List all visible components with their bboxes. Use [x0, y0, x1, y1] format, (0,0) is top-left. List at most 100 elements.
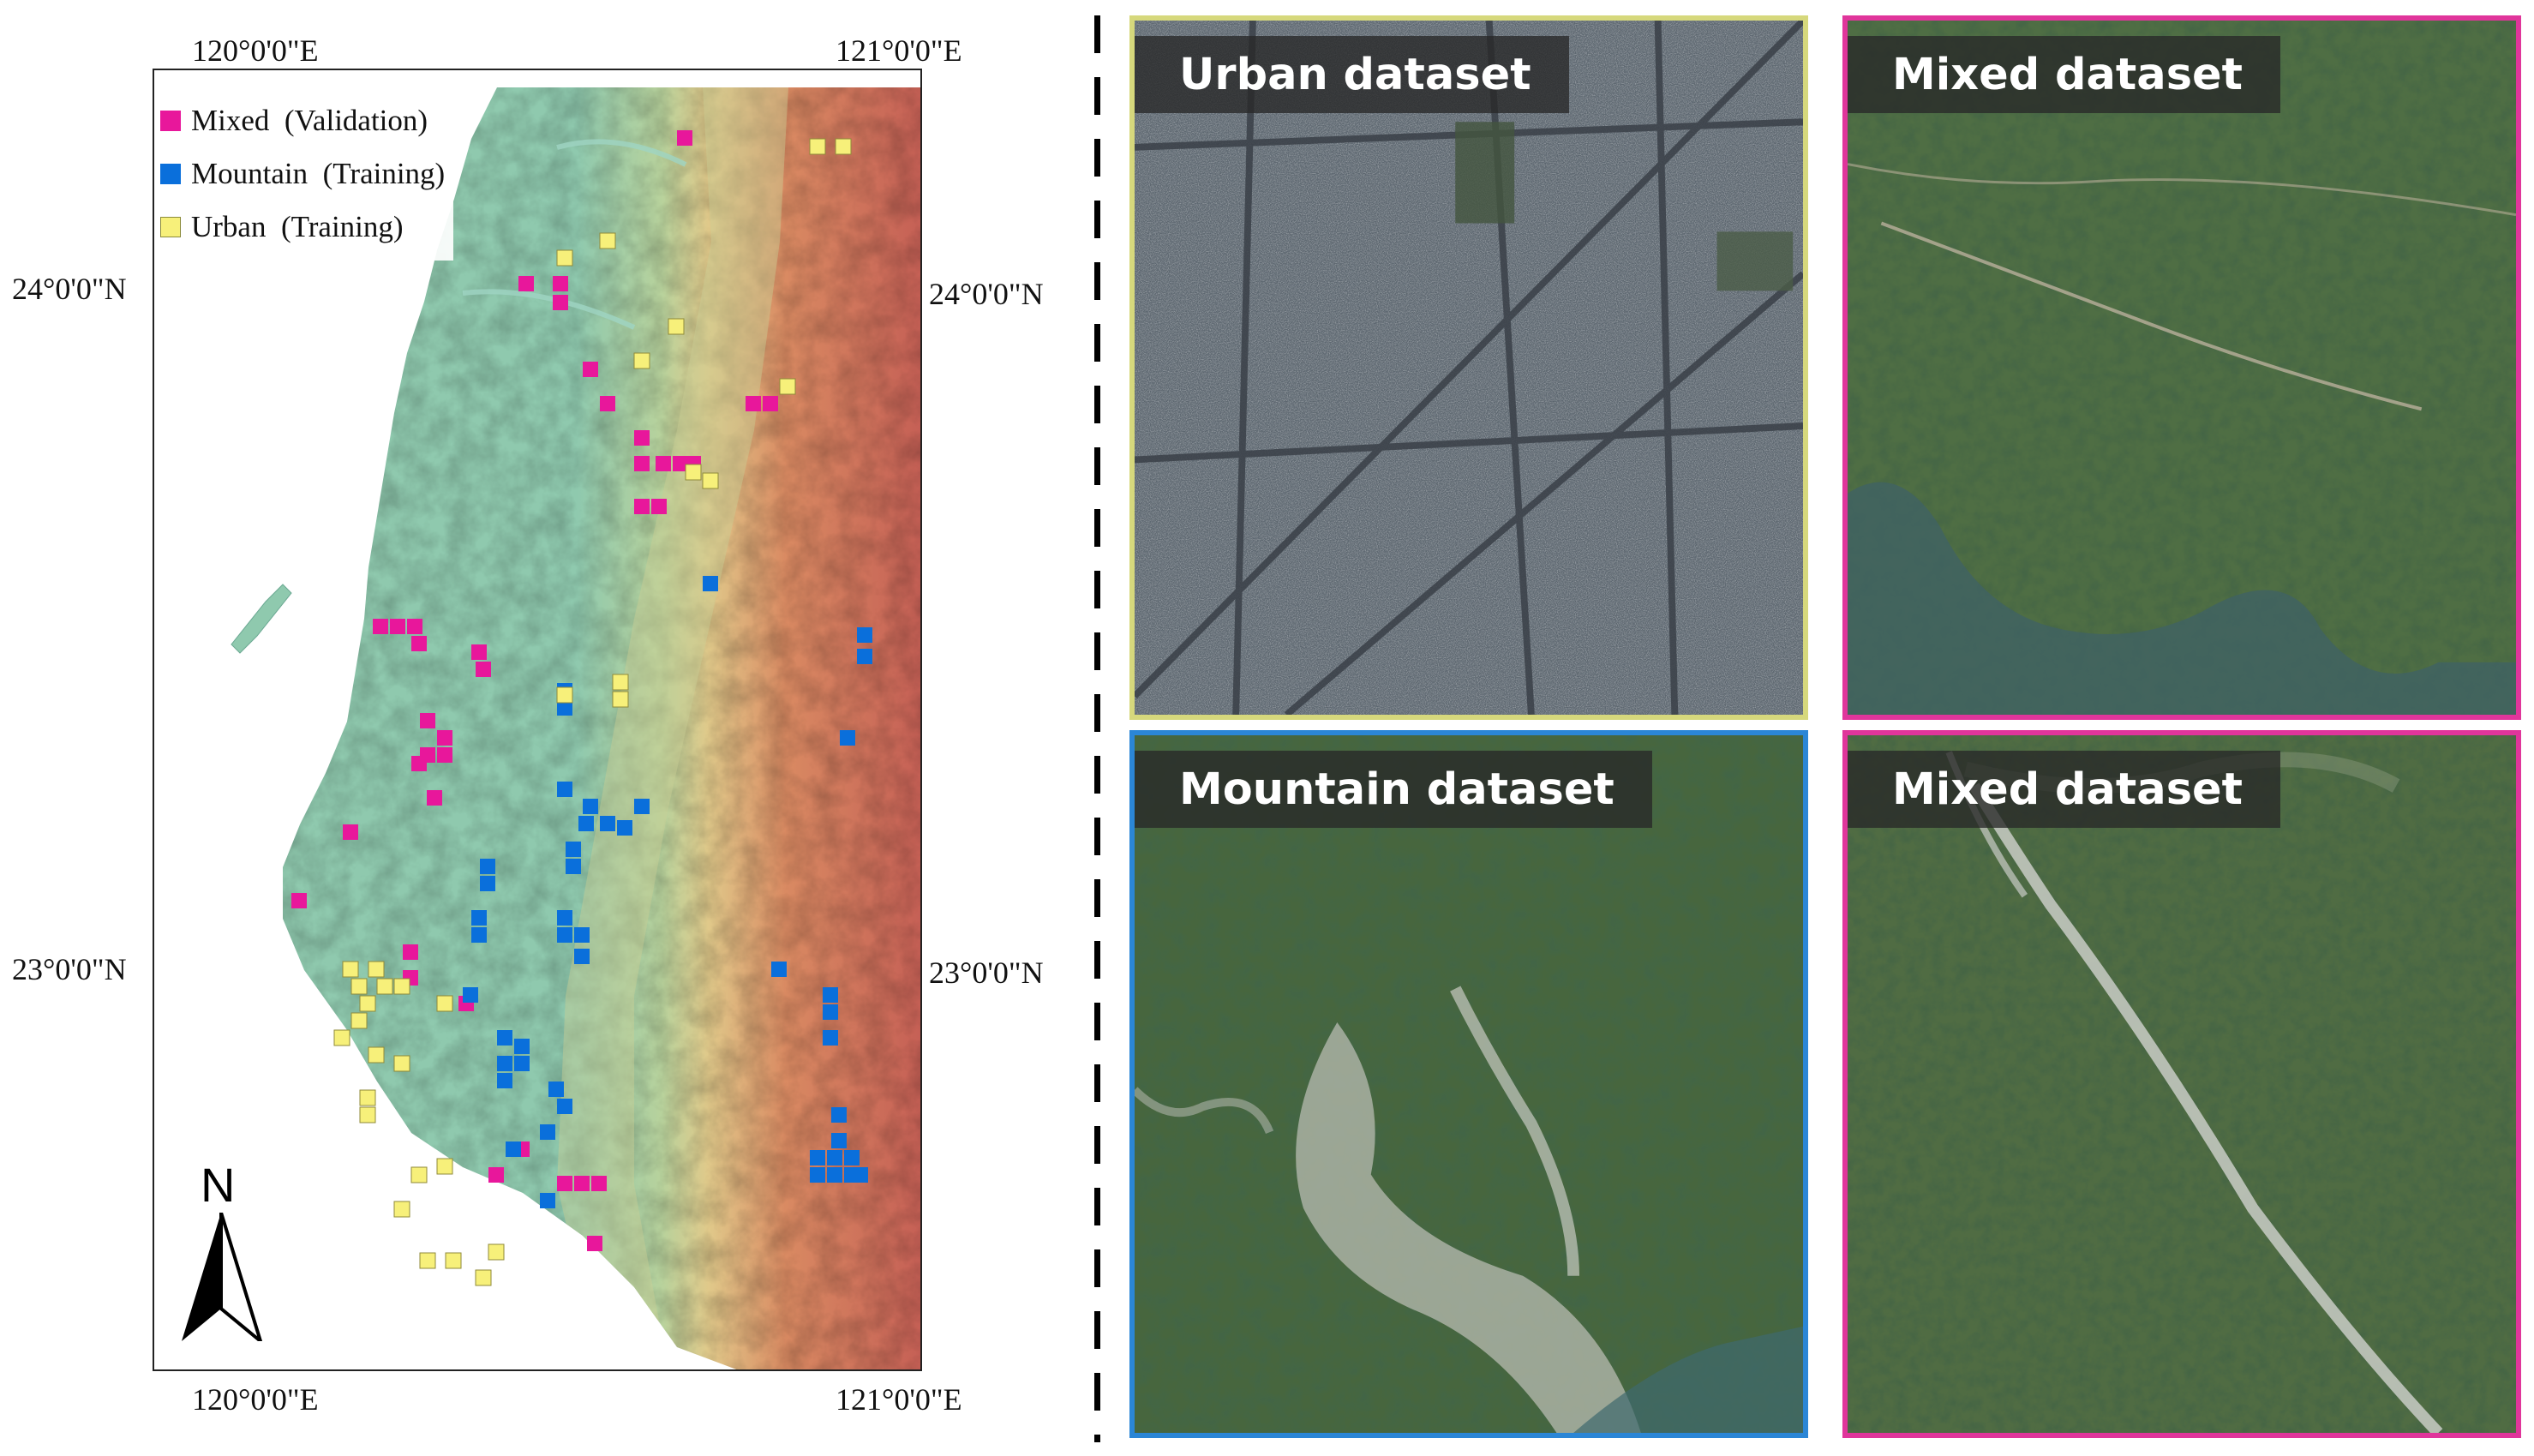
sample-site-marker [393, 1201, 410, 1218]
sample-site-marker [436, 995, 453, 1012]
sample-site-marker [557, 700, 572, 716]
sample-site-marker [553, 276, 568, 291]
sample-site-marker [557, 910, 572, 926]
mixed-panel-title-1: Mixed dataset [1848, 36, 2281, 113]
sample-site-marker [703, 576, 718, 591]
sample-site-marker [673, 456, 688, 471]
sample-site-marker [514, 1039, 530, 1054]
sample-site-marker [497, 1073, 512, 1088]
mixed-aerial-image-2 [1848, 735, 2516, 1433]
legend-label-mountain: Mountain (Training) [191, 157, 446, 190]
sample-site-marker [420, 713, 435, 728]
sample-site-marker [445, 1252, 462, 1269]
sample-site-marker [600, 396, 615, 411]
sample-site-marker [557, 1099, 572, 1114]
sample-site-marker [368, 1046, 385, 1064]
sample-site-marker [393, 978, 410, 995]
sample-site-marker [857, 627, 872, 643]
sample-site-marker [827, 1150, 842, 1165]
sample-site-marker [471, 644, 487, 660]
sample-site-marker [844, 1167, 860, 1183]
sample-site-marker [480, 859, 495, 874]
sample-site-marker [390, 619, 405, 634]
sample-site-marker [557, 782, 572, 797]
sample-site-marker [823, 1030, 838, 1046]
sample-site-marker [333, 1029, 350, 1046]
sample-site-marker [291, 893, 307, 908]
sample-site-marker [359, 1106, 376, 1123]
legend-label-mixed: Mixed (Validation) [191, 104, 428, 137]
sample-site-marker [587, 1236, 602, 1251]
sample-site-marker [557, 927, 572, 943]
lon-label-bottom-left: 120°0'0"E [192, 1382, 319, 1417]
sample-site-marker [634, 456, 650, 471]
sample-site-marker [350, 978, 368, 995]
sample-site-marker [410, 1166, 428, 1183]
lat-label-left-lower: 23°0'0"N [12, 952, 127, 986]
sample-site-marker [810, 1150, 825, 1165]
legend-item-mountain: Mountain (Training) [160, 147, 445, 201]
sample-site-marker [497, 1030, 512, 1046]
sample-site-marker [574, 1176, 590, 1191]
map-legend: Mixed (Validation) Mountain (Training) U… [157, 89, 454, 261]
mountain-aerial-image [1135, 735, 1803, 1433]
sample-site-marker [411, 756, 427, 771]
sample-site-marker [488, 1243, 505, 1261]
urban-aerial-image [1135, 21, 1803, 715]
sample-site-marker [518, 276, 534, 291]
sample-site-marker [403, 944, 418, 960]
mixed-swatch-icon [160, 111, 181, 131]
sample-site-marker [591, 1176, 607, 1191]
sample-site-marker [540, 1124, 555, 1140]
sample-site-marker [583, 362, 598, 377]
sample-site-marker [376, 978, 393, 995]
sample-site-marker [840, 730, 855, 746]
sample-site-marker [506, 1141, 521, 1157]
sample-site-marker [566, 842, 581, 857]
sample-site-marker [612, 691, 629, 708]
sample-site-marker [651, 499, 667, 514]
sample-site-marker [480, 876, 495, 891]
sample-site-marker [634, 430, 650, 446]
sample-site-marker [677, 130, 692, 146]
sample-site-marker [685, 464, 702, 481]
sample-site-marker [393, 1055, 410, 1072]
sample-site-marker [763, 396, 778, 411]
sample-site-marker [437, 730, 452, 746]
sample-site-marker [476, 662, 491, 677]
mixed-dataset-panel-2: Mixed dataset [1842, 730, 2521, 1438]
sample-site-marker [471, 910, 487, 926]
sample-site-marker [436, 1158, 453, 1175]
sample-site-marker [514, 1056, 530, 1071]
sample-site-marker [779, 378, 796, 395]
sample-site-marker [566, 859, 581, 874]
sample-site-marker [617, 820, 632, 836]
sample-site-marker [612, 674, 629, 691]
sample-site-marker [574, 927, 590, 943]
sample-site-marker [823, 987, 838, 1003]
mixed-aerial-image-1 [1848, 21, 2516, 715]
sample-site-marker [359, 995, 376, 1012]
sample-site-marker [634, 799, 650, 814]
lat-label-right-upper: 24°0'0"N [929, 277, 1044, 311]
urban-panel-title: Urban dataset [1135, 36, 1569, 113]
sample-site-marker [553, 295, 568, 310]
legend-item-urban: Urban (Training) [160, 201, 445, 254]
sample-site-marker [497, 1056, 512, 1071]
sample-site-marker [342, 961, 359, 978]
mountain-swatch-icon [160, 164, 181, 184]
sample-site-marker [810, 1167, 825, 1183]
lat-label-left-upper: 24°0'0"N [12, 272, 127, 306]
sample-site-marker [746, 396, 761, 411]
lon-label-bottom-right: 121°0'0"E [836, 1382, 962, 1417]
sample-site-marker [471, 927, 487, 943]
sample-site-marker [771, 962, 787, 977]
terrain-map-canvas [231, 87, 920, 1369]
sample-site-marker [556, 249, 573, 267]
sample-site-marker [463, 987, 478, 1003]
dashed-divider [1094, 15, 1100, 1442]
legend-label-urban: Urban (Training) [191, 210, 404, 243]
sample-site-marker [411, 636, 427, 651]
mixed-dataset-panel-1: Mixed dataset [1842, 15, 2521, 720]
sample-site-marker [634, 499, 650, 514]
